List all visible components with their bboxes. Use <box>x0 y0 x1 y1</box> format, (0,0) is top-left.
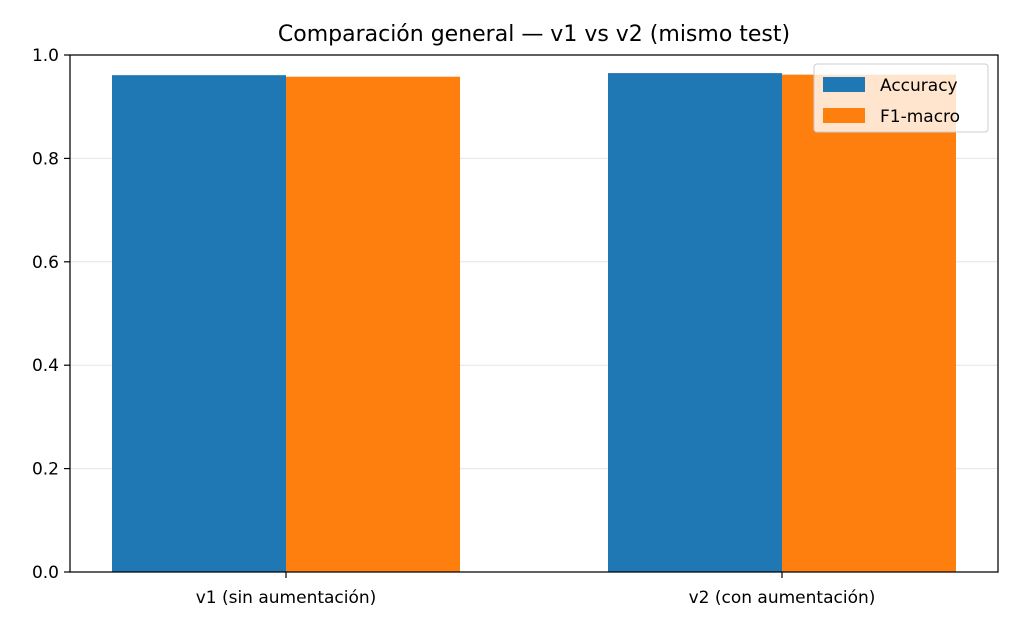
y-tick-label: 0.0 <box>32 563 59 583</box>
bars <box>112 73 956 573</box>
bar-f1-macro-1 <box>286 76 460 573</box>
legend-swatch <box>823 77 865 92</box>
x-tick-label: v2 (con aumentación) <box>689 588 876 608</box>
legend-swatch <box>823 108 865 123</box>
plot-frame <box>69 54 999 573</box>
x-tick-label: v1 (sin aumentación) <box>196 588 377 608</box>
y-tick-label: 0.2 <box>32 460 59 480</box>
bar-accuracy-2 <box>608 73 782 572</box>
chart-title: Comparación general — v1 vs v2 (mismo te… <box>278 22 790 47</box>
legend: Accuracy F1-macro <box>813 63 989 133</box>
x-axis-ticks: v1 (sin aumentación) v2 (con aumentación) <box>196 572 876 608</box>
legend-label: Accuracy <box>880 76 958 96</box>
y-tick-label: 1.0 <box>32 46 59 66</box>
bar-f1-macro-2 <box>782 74 956 573</box>
legend-label: F1-macro <box>880 107 960 127</box>
y-tick-label: 0.8 <box>32 149 59 169</box>
y-axis-ticks: 0.0 0.2 0.4 0.6 0.8 1.0 <box>32 46 70 583</box>
bar-accuracy-1 <box>112 75 286 573</box>
y-tick-label: 0.4 <box>32 356 59 376</box>
y-tick-label: 0.6 <box>32 253 59 273</box>
